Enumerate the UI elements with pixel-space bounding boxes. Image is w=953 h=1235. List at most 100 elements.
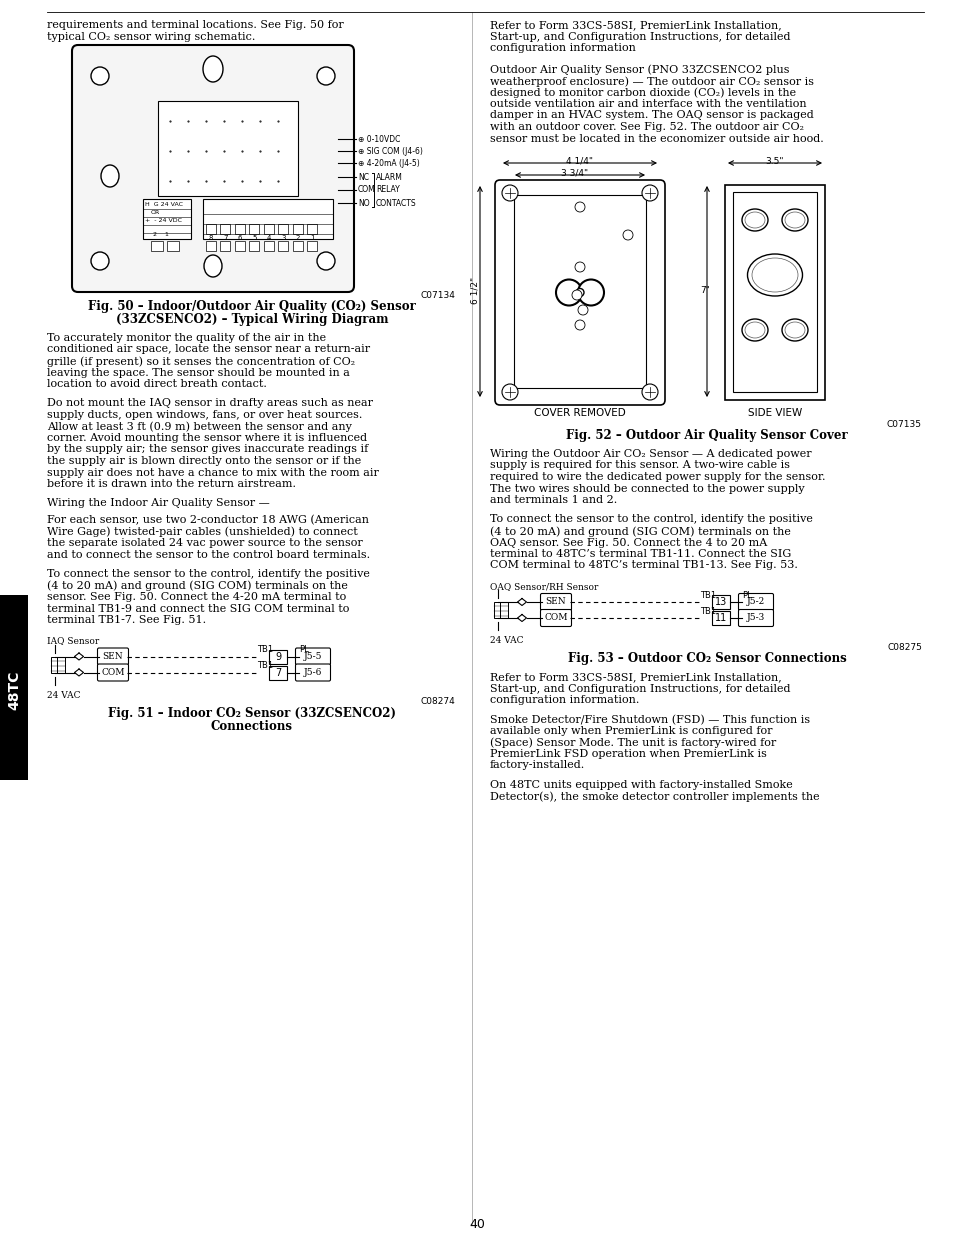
Text: (4 to 20 mA) and ground (SIG COM) terminals on the: (4 to 20 mA) and ground (SIG COM) termin… [490, 526, 790, 536]
Ellipse shape [101, 165, 119, 186]
Text: 4 1/4": 4 1/4" [566, 157, 593, 165]
Text: OR: OR [151, 210, 160, 215]
Text: 7: 7 [223, 235, 228, 241]
Ellipse shape [781, 319, 807, 341]
Circle shape [641, 185, 658, 201]
Text: sensor must be located in the economizer outside air hood.: sensor must be located in the economizer… [490, 133, 822, 143]
Text: 5: 5 [252, 235, 256, 241]
Circle shape [575, 203, 584, 212]
Text: with an outdoor cover. See Fig. 52. The outdoor air CO₂: with an outdoor cover. See Fig. 52. The … [490, 122, 803, 132]
Bar [206, 241, 215, 251]
Ellipse shape [316, 252, 335, 270]
Text: SIDE VIEW: SIDE VIEW [747, 408, 801, 417]
Text: ⊕ 4-20mA (J4-5): ⊕ 4-20mA (J4-5) [357, 158, 419, 168]
Circle shape [501, 384, 517, 400]
Text: typical CO₂ sensor wiring schematic.: typical CO₂ sensor wiring schematic. [47, 32, 255, 42]
Text: supply air does not have a chance to mix with the room air: supply air does not have a chance to mix… [47, 468, 378, 478]
Text: COM: COM [543, 614, 567, 622]
Text: 4: 4 [267, 235, 271, 241]
Bar [514, 195, 645, 388]
Text: H  G 24 VAC: H G 24 VAC [145, 203, 183, 207]
Text: sensor. See Fig. 50. Connect the 4-20 mA terminal to: sensor. See Fig. 50. Connect the 4-20 mA… [47, 592, 346, 601]
Text: 13: 13 [714, 597, 726, 606]
Ellipse shape [751, 258, 797, 291]
Ellipse shape [744, 212, 764, 228]
Text: 9: 9 [274, 652, 281, 662]
Text: weatherproof enclosure) — The outdoor air CO₂ sensor is: weatherproof enclosure) — The outdoor ai… [490, 77, 813, 86]
Bar [0, 595, 28, 781]
Text: TB1: TB1 [700, 592, 716, 600]
Text: before it is drawn into the return airstream.: before it is drawn into the return airst… [47, 479, 295, 489]
Circle shape [578, 279, 603, 305]
Ellipse shape [781, 209, 807, 231]
Text: J5-5: J5-5 [303, 652, 322, 661]
Text: PL: PL [298, 646, 309, 655]
Text: outside ventilation air and interface with the ventilation: outside ventilation air and interface wi… [490, 99, 806, 109]
Bar [269, 666, 287, 679]
Text: the separate isolated 24 vac power source to the sensor: the separate isolated 24 vac power sourc… [47, 538, 362, 548]
Text: ⊕ 0-10VDC: ⊕ 0-10VDC [357, 135, 400, 143]
Bar [220, 224, 231, 233]
Text: Refer to Form 33CS-58SI, PremierLink Installation,: Refer to Form 33CS-58SI, PremierLink Ins… [490, 20, 781, 30]
Bar [278, 241, 288, 251]
Circle shape [622, 230, 633, 240]
Text: OAQ sensor. See Fig. 50. Connect the 4 to 20 mA: OAQ sensor. See Fig. 50. Connect the 4 t… [490, 537, 766, 547]
Text: On 48TC units equipped with factory-installed Smoke: On 48TC units equipped with factory-inst… [490, 781, 792, 790]
Text: terminal TB1-7. See Fig. 51.: terminal TB1-7. See Fig. 51. [47, 615, 206, 625]
Text: Wiring the Indoor Air Quality Sensor —: Wiring the Indoor Air Quality Sensor — [47, 499, 270, 509]
Text: designed to monitor carbon dioxide (CO₂) levels in the: designed to monitor carbon dioxide (CO₂)… [490, 88, 796, 98]
Ellipse shape [204, 254, 222, 277]
Text: 7": 7" [700, 287, 709, 295]
Text: J5-3: J5-3 [746, 614, 764, 622]
Bar [494, 601, 501, 618]
Ellipse shape [91, 67, 109, 85]
Circle shape [575, 320, 584, 330]
Bar [167, 241, 179, 251]
Text: 2    1: 2 1 [152, 232, 169, 237]
Text: (33ZCSENCO2) – Typical Wiring Diagram: (33ZCSENCO2) – Typical Wiring Diagram [115, 312, 388, 326]
Text: OAQ Sensor/RH Sensor: OAQ Sensor/RH Sensor [490, 582, 598, 592]
Text: 6 1/2": 6 1/2" [470, 277, 479, 304]
Ellipse shape [203, 56, 223, 82]
Text: Start-up, and Configuration Instructions, for detailed: Start-up, and Configuration Instructions… [490, 32, 790, 42]
Ellipse shape [316, 67, 335, 85]
Text: The two wires should be connected to the power supply: The two wires should be connected to the… [490, 483, 803, 494]
Text: supply ducts, open windows, fans, or over heat sources.: supply ducts, open windows, fans, or ove… [47, 410, 362, 420]
Text: leaving the space. The sensor should be mounted in a: leaving the space. The sensor should be … [47, 368, 350, 378]
FancyBboxPatch shape [97, 648, 129, 664]
Text: required to wire the dedicated power supply for the sensor.: required to wire the dedicated power sup… [490, 472, 824, 482]
Text: Fig. 50 – Indoor/Outdoor Air Quality (CO₂) Sensor: Fig. 50 – Indoor/Outdoor Air Quality (CO… [88, 300, 416, 312]
Text: Fig. 51 – Indoor CO₂ Sensor (33ZCSENCO2): Fig. 51 – Indoor CO₂ Sensor (33ZCSENCO2) [108, 706, 395, 720]
Bar [307, 224, 317, 233]
Text: NO: NO [357, 199, 369, 207]
Text: ALARM: ALARM [375, 173, 402, 182]
Bar [220, 241, 231, 251]
Text: terminal to 48TC’s terminal TB1-11. Connect the SIG: terminal to 48TC’s terminal TB1-11. Conn… [490, 550, 790, 559]
Text: location to avoid direct breath contact.: location to avoid direct breath contact. [47, 379, 267, 389]
FancyBboxPatch shape [97, 664, 129, 680]
Text: by the supply air; the sensor gives inaccurate readings if: by the supply air; the sensor gives inac… [47, 445, 368, 454]
Ellipse shape [91, 252, 109, 270]
Text: and to connect the sensor to the control board terminals.: and to connect the sensor to the control… [47, 550, 370, 559]
Text: To connect the sensor to the control, identify the positive: To connect the sensor to the control, id… [47, 569, 370, 579]
FancyBboxPatch shape [495, 180, 664, 405]
Ellipse shape [744, 322, 764, 338]
Bar [234, 224, 245, 233]
Text: factory-installed.: factory-installed. [490, 761, 584, 771]
FancyBboxPatch shape [295, 664, 330, 680]
Bar [724, 185, 824, 400]
Text: 3.5": 3.5" [765, 157, 783, 165]
Text: available only when PremierLink is configured for: available only when PremierLink is confi… [490, 726, 772, 736]
Text: J5-6: J5-6 [303, 668, 322, 677]
Text: COVER REMOVED: COVER REMOVED [534, 408, 625, 417]
Text: C07134: C07134 [419, 291, 455, 300]
Text: To connect the sensor to the control, identify the positive: To connect the sensor to the control, id… [490, 515, 812, 525]
Text: IAQ Sensor: IAQ Sensor [47, 636, 99, 646]
Bar [203, 199, 333, 240]
Bar [499, 601, 507, 618]
Text: corner. Avoid mounting the sensor where it is influenced: corner. Avoid mounting the sensor where … [47, 433, 367, 443]
Text: TB1: TB1 [256, 646, 273, 655]
Text: requirements and terminal locations. See Fig. 50 for: requirements and terminal locations. See… [47, 20, 343, 30]
Text: 24 VAC: 24 VAC [490, 636, 523, 645]
Text: configuration information: configuration information [490, 43, 636, 53]
